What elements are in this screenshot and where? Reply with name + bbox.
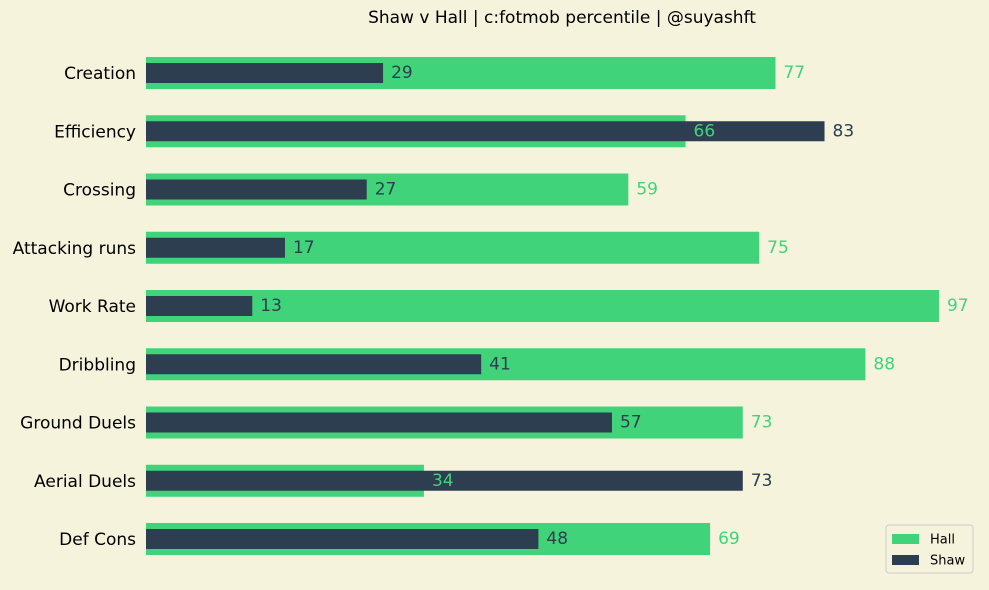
bar <box>146 354 482 375</box>
y-tick-label: Attacking runs <box>13 239 137 259</box>
value-label: 73 <box>751 471 773 491</box>
y-tick-label: Efficiency <box>54 122 136 142</box>
value-label: 34 <box>432 471 454 491</box>
legend-label: Hall <box>930 533 955 548</box>
value-label: 48 <box>546 529 568 549</box>
value-label: 27 <box>375 180 397 200</box>
legend-swatch <box>892 555 919 565</box>
value-label: 59 <box>636 180 658 200</box>
y-tick-label: Dribbling <box>59 355 136 375</box>
value-label: 73 <box>751 413 773 433</box>
bar <box>146 179 367 200</box>
bar <box>146 63 384 83</box>
y-tick-label: Creation <box>64 64 136 84</box>
bar <box>146 412 612 433</box>
y-tick-label: Crossing <box>63 181 136 201</box>
bar <box>146 296 253 316</box>
y-tick-label: Ground Duels <box>20 414 136 434</box>
value-label: 97 <box>947 296 969 316</box>
bar <box>146 121 825 142</box>
value-label: 83 <box>833 121 855 141</box>
y-tick-label: Work Rate <box>49 297 136 317</box>
chart-title: Shaw v Hall | c:fotmob percentile | @suy… <box>368 8 756 28</box>
legend-label: Shaw <box>930 554 965 569</box>
value-label: 88 <box>873 354 895 374</box>
value-label: 17 <box>293 238 315 258</box>
legend-swatch <box>892 534 919 544</box>
value-label: 57 <box>620 413 642 433</box>
y-tick-label: Aerial Duels <box>34 472 136 492</box>
bar <box>146 529 539 549</box>
y-tick-label: Def Cons <box>59 530 136 550</box>
bar <box>146 470 743 491</box>
value-label: 13 <box>260 296 282 316</box>
value-label: 77 <box>783 63 805 83</box>
bar <box>146 237 285 258</box>
value-label: 75 <box>767 238 789 258</box>
value-label: 69 <box>718 529 740 549</box>
value-label: 66 <box>694 121 716 141</box>
bar <box>146 290 939 322</box>
value-label: 41 <box>489 354 511 374</box>
value-label: 29 <box>391 63 413 83</box>
